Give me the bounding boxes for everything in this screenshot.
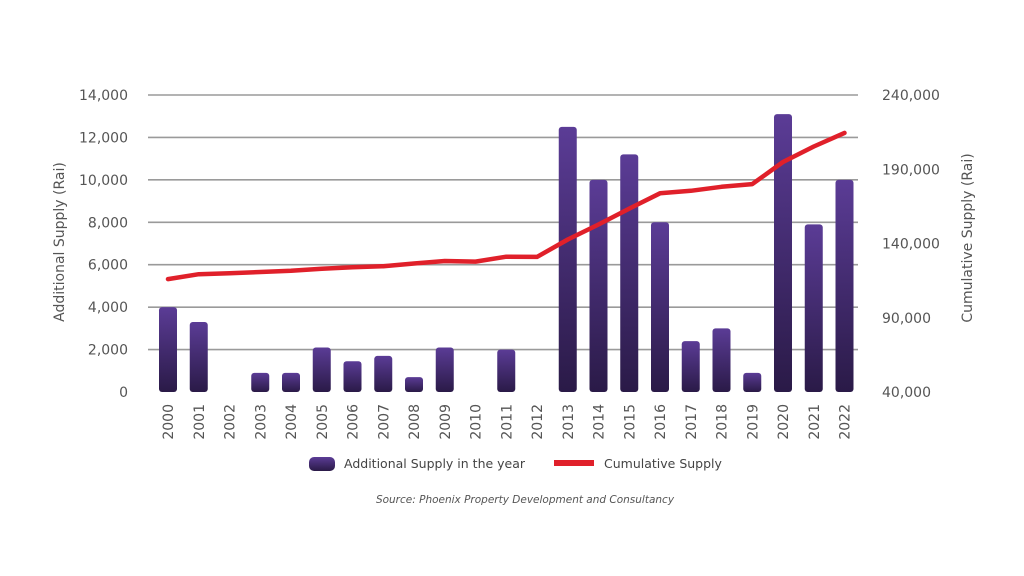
x-tick-label: 2020	[776, 404, 792, 440]
bar	[774, 114, 792, 392]
x-tick-label: 2008	[407, 404, 423, 440]
bar	[743, 372, 762, 392]
x-tick-label: 2000	[161, 404, 177, 440]
left-tick-label: 12,000	[79, 130, 128, 146]
bar	[651, 222, 669, 392]
right-tick-label: 190,000	[882, 162, 940, 178]
cumulative-line	[165, 130, 847, 282]
bar	[835, 179, 854, 392]
x-tick-label: 2016	[653, 404, 669, 440]
left-tick-label: 0	[119, 385, 128, 401]
x-tick-label: 2017	[684, 404, 700, 440]
x-tick-label: 2009	[438, 404, 454, 440]
x-tick-label: 2013	[561, 404, 577, 440]
x-tick-label: 2010	[469, 404, 485, 440]
bar	[589, 179, 608, 392]
x-axis-ticks: 2000 2001 2002 2003 2004 2005 2006 2007 2008 2009…	[161, 404, 854, 440]
x-tick-label: 2002	[223, 404, 239, 440]
bar	[282, 372, 300, 392]
bar	[405, 377, 423, 392]
left-tick-label: 10,000	[79, 173, 128, 189]
bar	[620, 154, 639, 392]
bar	[497, 349, 516, 392]
legend-line-swatch	[554, 460, 594, 466]
x-tick-label: 2018	[715, 404, 731, 440]
x-tick-label: 2004	[284, 404, 300, 440]
bar	[435, 347, 454, 392]
x-tick-label: 2011	[499, 404, 515, 440]
left-tick-label: 14,000	[79, 88, 128, 104]
grid-lines	[148, 94, 858, 351]
legend-line-label: Cumulative Supply	[604, 456, 723, 471]
legend-bar-label: Additional Supply in the year	[344, 456, 526, 471]
bar	[681, 341, 700, 392]
left-axis-ticks: 0 2,000 4,000 6,000 8,000 10,000 12,000 14,000	[79, 88, 128, 401]
bar	[374, 355, 393, 392]
right-tick-label: 240,000	[882, 88, 940, 104]
x-tick-label: 2022	[838, 404, 854, 440]
left-tick-label: 6,000	[88, 258, 128, 274]
left-tick-label: 8,000	[88, 215, 128, 231]
bar-series	[159, 114, 854, 393]
left-tick-label: 4,000	[88, 300, 128, 316]
right-axis-title: Cumulative Supply (Rai)	[960, 153, 976, 322]
x-tick-label: 2007	[376, 404, 392, 440]
right-tick-label: 40,000	[882, 385, 931, 401]
bar	[159, 307, 177, 392]
bar	[804, 224, 823, 392]
left-axis-title: Additional Supply (Rai)	[52, 162, 68, 322]
x-tick-label: 2005	[315, 404, 331, 440]
legend-bar-swatch	[309, 457, 335, 471]
x-tick-label: 2003	[253, 404, 269, 440]
source-note: Source: Phoenix Property Development and…	[376, 494, 675, 506]
right-tick-label: 90,000	[882, 311, 931, 327]
bar	[312, 347, 331, 392]
x-tick-label: 2014	[592, 404, 608, 440]
line-series	[165, 130, 847, 282]
right-tick-label: 140,000	[882, 237, 940, 253]
bar	[558, 126, 577, 393]
right-axis-ticks: 40,000 90,000 140,000 190,000 240,000	[882, 88, 940, 401]
x-tick-label: 2006	[346, 404, 362, 440]
x-tick-label: 2012	[530, 404, 546, 440]
bar	[343, 361, 362, 392]
bar	[189, 321, 208, 392]
bar	[251, 372, 270, 392]
x-tick-label: 2015	[622, 404, 638, 440]
left-tick-label: 2,000	[88, 343, 128, 359]
x-tick-label: 2019	[745, 404, 761, 440]
x-tick-label: 2001	[192, 404, 208, 440]
legend: Additional Supply in the year Cumulative…	[309, 456, 723, 471]
bar	[712, 328, 731, 392]
x-tick-label: 2021	[807, 404, 823, 440]
